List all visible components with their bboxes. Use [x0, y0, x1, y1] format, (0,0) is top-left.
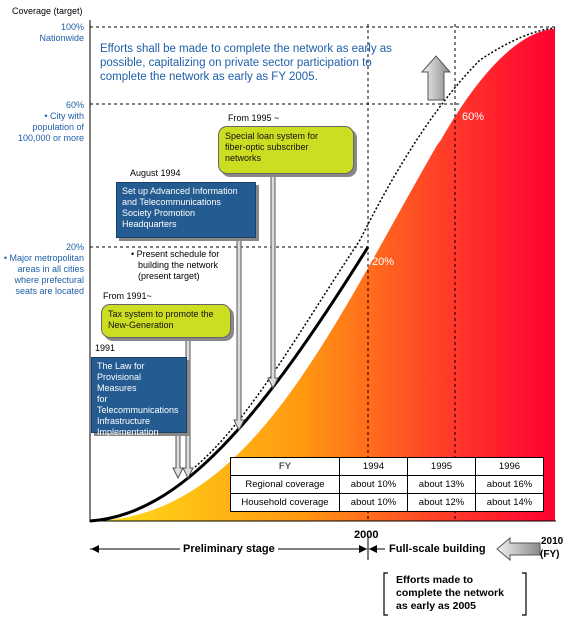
preliminary-stage: Preliminary stage	[180, 543, 278, 555]
efforts-2005-note: Efforts made to complete the network as …	[396, 574, 504, 612]
table-cell: about 16%	[475, 475, 544, 494]
label-from-1995: From 1995 ~	[228, 113, 280, 123]
tax-system-box: Tax system to promote the New-Generation	[101, 304, 231, 338]
headquarters-box: Set up Advanced Information and Telecomm…	[116, 182, 256, 238]
fy-label: (FY)	[540, 549, 560, 560]
efforts-bracket-left	[383, 572, 388, 616]
marker-20: 20%	[372, 256, 395, 268]
table-row: Household coverage about 10% about 12% a…	[230, 493, 544, 512]
y60-pct: 60%	[65, 100, 84, 110]
marker-60: 60%	[462, 111, 485, 123]
present-schedule-note: • Present schedule for building the netw…	[131, 249, 220, 281]
table-header-row: FY 1994 1995 1996	[230, 457, 544, 476]
law-box: The Law for Provisional Measures for Tel…	[91, 357, 187, 437]
efforts-bracket-right	[522, 572, 527, 616]
y20-pct: 20%	[65, 242, 84, 252]
headline-line-1: Efforts shall be made to complete the ne…	[100, 43, 392, 55]
label-aug-1994: August 1994	[130, 168, 181, 178]
year-2010: 2010	[541, 536, 564, 547]
y20-desc-3: where prefectural	[14, 275, 84, 285]
fullscale-building: Full-scale building	[389, 543, 486, 555]
coverage-curve-actual	[89, 246, 370, 523]
table-cell: about 10%	[339, 493, 408, 512]
table-cell: about 13%	[407, 475, 476, 494]
coverage-area	[90, 28, 555, 521]
axis-title: Coverage (target)	[12, 6, 83, 16]
event-arrows	[172, 174, 279, 480]
table-cell: about 12%	[407, 493, 476, 512]
table-header: 1996	[475, 457, 544, 476]
arrow-2010	[496, 536, 541, 562]
table-header: 1995	[407, 457, 476, 476]
table-cell: about 10%	[339, 475, 408, 494]
y100-pct: 100%	[60, 22, 84, 32]
y60-desc-3: 100,000 or more	[17, 133, 84, 143]
table-cell: Household coverage	[230, 493, 340, 512]
special-loan-box: Special loan system for fiber-optic subs…	[218, 126, 354, 174]
upward-arrow	[420, 55, 452, 101]
y100-desc: Nationwide	[39, 33, 84, 43]
coverage-curve-future	[367, 27, 556, 248]
y60-desc-2: population of	[32, 122, 84, 132]
table-header: FY	[230, 457, 340, 476]
y20-desc-1: • Major metropolitan	[3, 253, 84, 263]
y60-desc-1: • City with	[44, 111, 84, 121]
headline: Efforts shall be made to complete the ne…	[100, 42, 392, 84]
y20-desc-4: seats are located	[15, 286, 84, 296]
label-from-1991: From 1991~	[103, 291, 152, 301]
headline-line-3: complete the network as early as FY 2005…	[100, 71, 318, 83]
coverage-table: FY 1994 1995 1996 Regional coverage abou…	[230, 457, 544, 512]
accelerated-target-curve	[194, 27, 556, 468]
table-header: 1994	[339, 457, 408, 476]
table-cell: Regional coverage	[230, 475, 340, 494]
y20-desc-2: areas in all cities	[17, 264, 84, 274]
headline-line-2: possible, capitalizing on private sector…	[100, 57, 372, 69]
table-cell: about 14%	[475, 493, 544, 512]
label-1991: 1991	[95, 343, 116, 353]
year-2000: 2000	[354, 529, 379, 541]
table-row: Regional coverage about 10% about 13% ab…	[230, 475, 544, 494]
